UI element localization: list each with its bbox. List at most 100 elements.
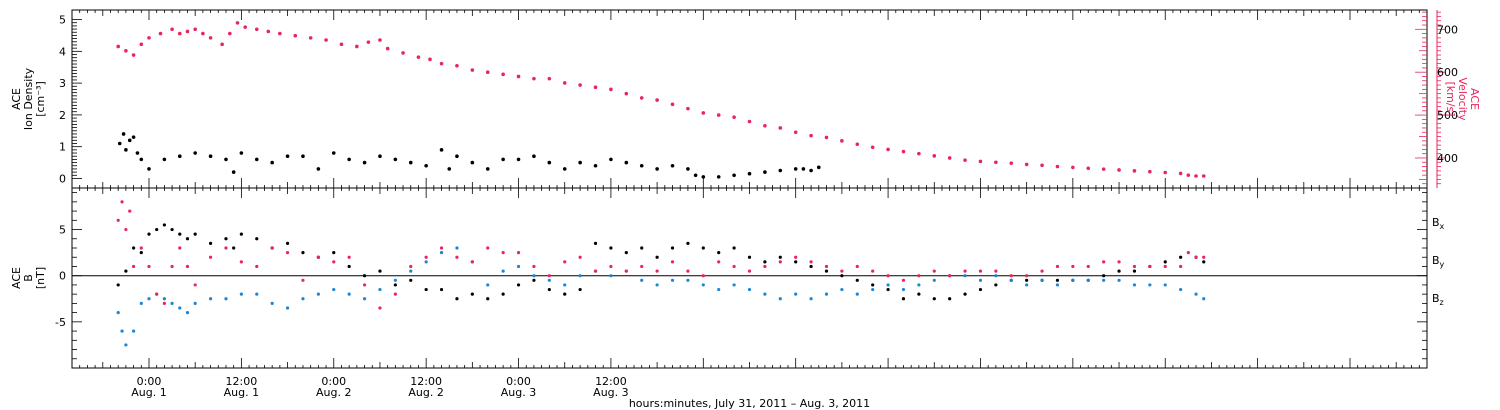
b-point <box>532 264 536 269</box>
b-point <box>578 287 582 292</box>
plasma-point <box>701 111 706 115</box>
b-point <box>516 283 521 287</box>
b-point <box>901 297 906 301</box>
b-point <box>871 283 875 287</box>
velocity-tick-label: 400 <box>1437 152 1458 165</box>
time-tick-label: 0:00 <box>137 375 162 388</box>
plasma-point <box>670 163 675 168</box>
plasma-point <box>485 167 490 171</box>
plasma-point <box>293 33 298 38</box>
b-point <box>116 283 120 287</box>
b-point <box>778 260 782 264</box>
b-point <box>455 297 459 301</box>
plasma-point <box>624 160 629 165</box>
plasma-point <box>239 151 244 155</box>
b-point <box>886 287 890 292</box>
b-point <box>809 264 813 269</box>
b-point <box>717 287 721 292</box>
plasma-point <box>408 160 413 165</box>
b-tick-label: -5 <box>55 316 66 329</box>
b-point <box>901 278 906 282</box>
b-point <box>640 246 644 250</box>
density-tick-label: 3 <box>59 77 66 90</box>
plasma-point <box>1186 173 1191 177</box>
plasma-point <box>747 119 752 124</box>
density-axis-title: ACEIon Density[cm⁻³] <box>10 67 47 130</box>
velocity-axis-title: ACEVelocity[km/s] <box>1444 77 1481 121</box>
plasma-point <box>747 171 752 176</box>
b-point <box>170 264 174 269</box>
plasma-point <box>932 154 937 158</box>
velocity-tick-label: 700 <box>1437 23 1458 36</box>
b-point <box>1132 283 1137 287</box>
plasma-point <box>578 83 582 87</box>
b-point <box>778 255 782 259</box>
b-point <box>124 227 128 232</box>
b-point <box>994 269 998 273</box>
b-point <box>378 269 382 273</box>
b-point <box>185 311 190 315</box>
b-point <box>1117 278 1121 282</box>
plasma-point <box>147 36 151 40</box>
b-point <box>270 301 274 305</box>
b-point <box>486 246 490 250</box>
b-point <box>609 264 613 269</box>
b-point <box>794 260 798 264</box>
b-point <box>501 251 505 255</box>
b-point <box>917 274 921 278</box>
b-point <box>516 264 521 269</box>
b-point <box>147 232 151 236</box>
b-point <box>1117 269 1121 273</box>
b-point <box>994 283 998 287</box>
velocity-axis-title-line: ACE <box>1468 88 1481 110</box>
b-point <box>732 264 736 269</box>
b-point <box>963 274 967 278</box>
b-point <box>717 251 721 255</box>
b-point <box>963 292 967 296</box>
b-point <box>809 297 813 301</box>
b-point <box>824 292 829 296</box>
plasma-point <box>1101 167 1106 171</box>
b-point <box>655 269 659 273</box>
date-tick-label: Aug. 3 <box>501 386 536 399</box>
density-tick-label: 4 <box>59 45 66 58</box>
b-point <box>1055 264 1060 269</box>
b-point <box>285 251 290 255</box>
plasma-point <box>547 76 552 81</box>
plasma-point <box>131 53 136 57</box>
date-tick-label: Aug. 3 <box>593 386 628 399</box>
density-axis-title-line: [cm⁻³] <box>34 81 47 117</box>
b-point <box>362 283 367 287</box>
b-point <box>255 292 259 296</box>
b-tick-label: 5 <box>59 224 66 237</box>
b-point <box>609 274 613 278</box>
plasma-point <box>816 165 821 170</box>
b-point <box>409 269 413 273</box>
b-point <box>871 287 875 292</box>
plasma-point <box>208 154 213 159</box>
b-point <box>486 297 490 301</box>
plasma-point <box>562 167 567 171</box>
plasma-point <box>732 173 736 178</box>
plasma-point <box>562 81 567 85</box>
b-point <box>170 301 174 305</box>
b-point <box>963 269 967 273</box>
b-point <box>301 278 305 282</box>
b-axis-title-line: [nT] <box>34 267 47 289</box>
b-point <box>670 260 675 264</box>
date-tick-label: Aug. 2 <box>316 386 351 399</box>
plasma-point <box>701 175 706 179</box>
b-point <box>362 274 367 278</box>
b-point <box>424 255 428 259</box>
plasma-point <box>1009 161 1014 165</box>
b-point <box>378 306 382 310</box>
plasma-point <box>455 63 459 68</box>
b-point <box>670 246 675 250</box>
plasma-point <box>870 145 875 150</box>
b-point <box>547 278 551 282</box>
b-point <box>147 297 151 301</box>
b-point <box>948 297 952 301</box>
b-point <box>120 329 124 333</box>
b-point <box>840 269 844 273</box>
plasma-point <box>224 157 228 162</box>
